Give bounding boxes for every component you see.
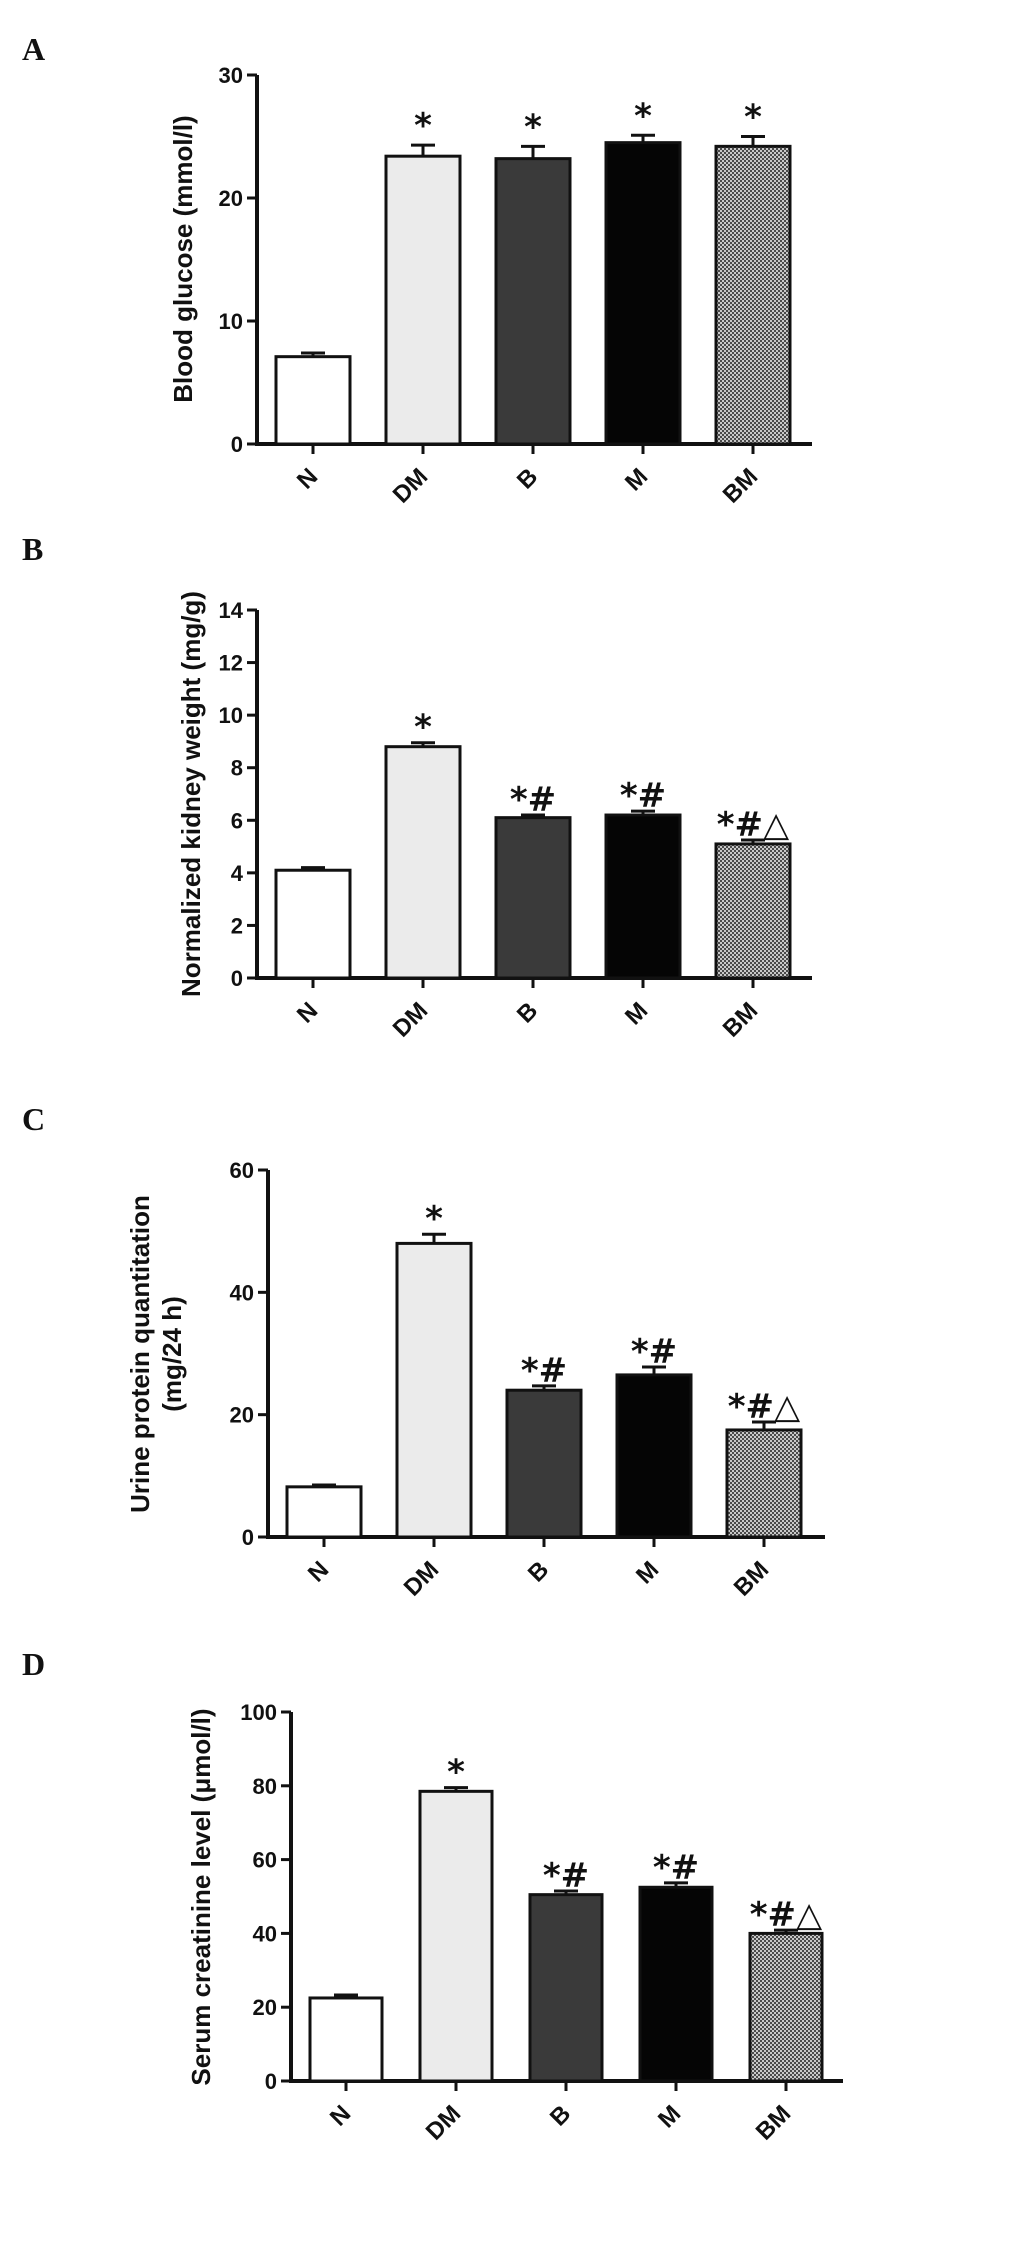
x-tick-label: M [631,1556,664,1589]
bar-b [505,1388,583,1539]
y-tick-label: 10 [219,703,243,728]
significance-label: *# [543,1856,589,1896]
y-tick-label: 4 [231,861,244,886]
significance-label: *#△ [750,1895,823,1935]
bar-b [494,157,572,446]
y-tick-label: 80 [253,1774,277,1799]
x-tick-label: M [620,997,653,1030]
x-tick-label: DM [421,2100,466,2145]
bar-n [274,355,352,446]
x-tick-label: DM [399,1556,444,1601]
significance-label: *# [653,1848,699,1888]
y-tick-label: 60 [253,1848,277,1873]
significance-label: * [414,708,432,748]
significance-label: * [744,98,762,138]
significance-label: * [524,107,542,147]
x-tick-label: M [620,463,653,496]
y-axis-label: Blood glucose (mmol/l) [168,115,198,402]
significance-label: *# [510,780,556,820]
bar-bm [748,1931,824,2083]
significance-label: * [634,96,652,136]
bar-m [615,1373,693,1539]
bar-m [604,813,682,980]
bar-dm [384,745,462,980]
bar-b [528,1893,604,2083]
significance-label: *# [521,1351,567,1391]
bar-bm [714,842,792,980]
x-tick-label: N [325,2100,356,2131]
significance-label: * [425,1199,443,1239]
y-axis-label: Urine protein quantitation [125,1195,155,1513]
y-tick-label: 14 [219,598,244,623]
significance-label: *# [620,776,666,816]
y-tick-label: 20 [230,1403,254,1428]
bar-n [285,1485,363,1539]
panel-c: C 0 20 40 60 Urine protein quantitation (mg/24… [22,1101,825,1602]
bar-dm [395,1241,473,1539]
y-tick-label: 0 [265,2069,277,2094]
y-tick-label: 20 [219,186,243,211]
bar-bm [714,144,792,446]
y-tick-label: 40 [253,1921,277,1946]
bar-n [308,1996,384,2083]
y-tick-label: 12 [219,651,243,676]
y-axis-label: (mg/24 h) [157,1296,187,1412]
x-tick-label: BM [729,1556,774,1601]
panel-a: A 0 10 20 30 Blood glucose (mmol/l) N DM * B * M * BM… [22,31,812,509]
x-tick-label: N [292,463,323,494]
y-tick-label: 60 [230,1158,254,1183]
panel-letter: D [22,1646,45,1682]
panel-b: B 0 2 4 6 8 10 12 14 Normalized kidney weight (mg… [22,531,812,1043]
x-tick-label: BM [718,463,763,508]
y-tick-label: 10 [219,309,243,334]
x-tick-label: N [292,997,323,1028]
x-tick-label: N [303,1556,334,1587]
bar-dm [418,1789,494,2083]
panel-letter: A [22,31,45,67]
y-tick-label: 2 [231,913,243,938]
significance-label: *#△ [717,805,790,845]
x-tick-label: B [523,1556,554,1587]
significance-label: * [447,1753,465,1793]
y-tick-label: 40 [230,1280,254,1305]
bar-m [604,141,682,446]
x-tick-label: BM [751,2100,796,2145]
x-tick-label: B [545,2100,576,2131]
y-axis-label: Normalized kidney weight (mg/g) [176,591,206,997]
x-tick-label: DM [388,463,433,508]
x-tick-label: B [512,463,543,494]
panel-letter: C [22,1101,45,1137]
x-tick-label: DM [388,997,433,1042]
bar-dm [384,154,462,446]
y-tick-label: 0 [231,966,243,991]
y-tick-label: 0 [231,432,243,457]
y-tick-label: 20 [253,1995,277,2020]
significance-label: * [414,106,432,146]
y-tick-label: 8 [231,756,243,781]
x-tick-label: B [512,997,543,1028]
x-tick-label: M [653,2100,686,2133]
significance-label: *#△ [728,1387,801,1427]
y-tick-label: 100 [240,1700,277,1725]
y-tick-label: 0 [242,1525,254,1550]
bar-b [494,816,572,980]
y-axis-label: Serum creatinine level (μmol/l) [186,1708,216,2085]
bar-n [274,868,352,980]
significance-label: *# [631,1332,677,1372]
y-tick-label: 6 [231,808,243,833]
x-tick-label: BM [718,997,763,1042]
bar-m [638,1885,714,2083]
y-tick-label: 30 [219,63,243,88]
bar-bm [725,1428,803,1539]
panel-d: D 0 20 40 60 80 100 Serum creatinine level (μmo… [22,1646,843,2146]
panel-letter: B [22,531,43,567]
